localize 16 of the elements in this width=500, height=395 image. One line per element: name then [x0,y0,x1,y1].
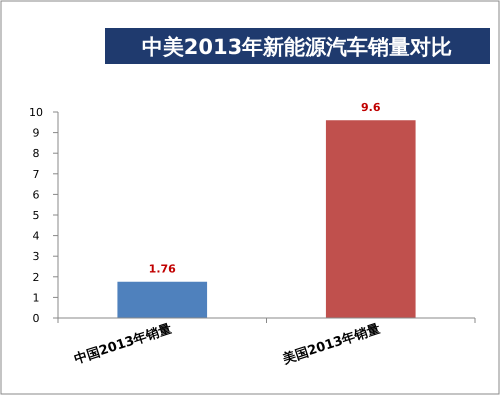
y-tick-label: 2 [32,270,40,284]
x-tick-label: 美国2013年销量 [280,320,382,368]
y-tick-label: 5 [32,209,40,222]
y-tick-label: 1 [32,291,40,304]
data-label: 9.6 [361,101,381,114]
y-tick-label: 0 [32,312,40,325]
y-tick-label: 8 [32,147,40,160]
x-tick-label: 中国2013年销量 [72,322,174,368]
chart-title: 中美2013年新能源汽车销量对比 [142,35,452,59]
y-tick-label: 9 [32,126,40,140]
y-tick-label: 6 [32,188,40,202]
y-tick-label: 10 [29,106,43,119]
y-tick-label: 4 [32,230,40,243]
y-tick-label: 7 [32,168,40,181]
y-tick-label: 3 [32,250,40,264]
data-label: 1.76 [148,262,176,276]
